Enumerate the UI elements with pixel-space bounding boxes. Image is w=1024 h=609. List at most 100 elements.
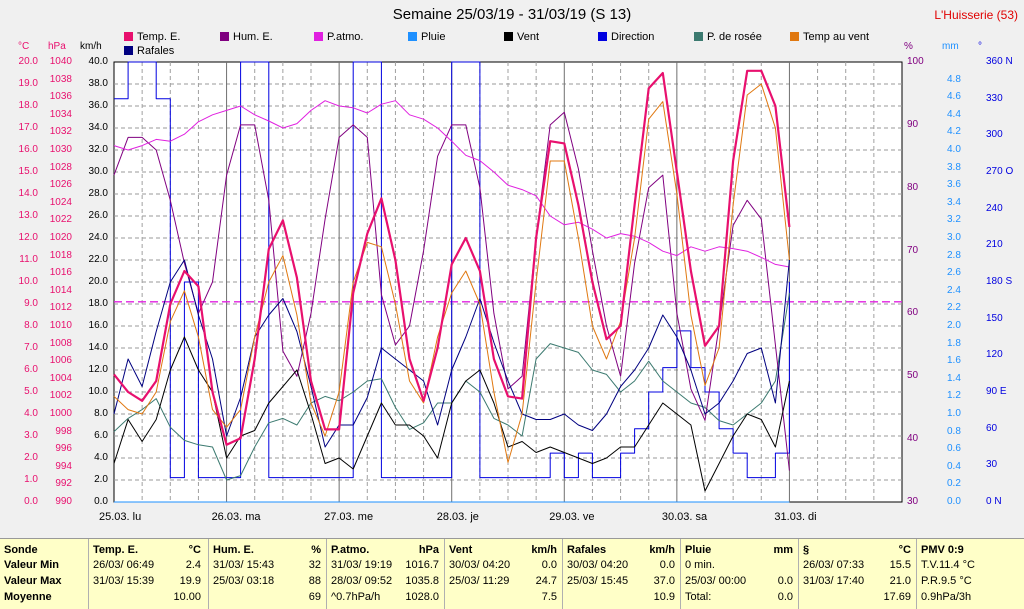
tick-press: 992 xyxy=(55,478,72,490)
tick-dir: 90 E xyxy=(986,386,1007,397)
legend-label: Temp. E. xyxy=(137,31,181,43)
x-day-label: 28.03. je xyxy=(436,511,479,523)
x-day-label: 26.03. ma xyxy=(211,511,261,523)
legend-label: Rafales xyxy=(137,45,175,57)
summary-cell-value: 0.0 xyxy=(659,559,675,571)
summary-col: Temp. E. °C 26/03/ 06:49 2.4 31/03/ 15:39 19.… xyxy=(88,539,207,609)
unit-dir: ° xyxy=(978,41,982,52)
tick-temp: 15.0 xyxy=(18,166,38,177)
tick-temp: 13.0 xyxy=(18,210,38,221)
unit-press: hPa xyxy=(48,41,66,52)
summary-cell-value: 10.00 xyxy=(173,591,201,603)
summary-cell-value: 0.0 xyxy=(777,591,793,603)
tick-press: 1004 xyxy=(49,372,72,384)
tick-temp: 2.0 xyxy=(24,452,38,463)
legend-swatch xyxy=(694,32,703,41)
tick-press: 998 xyxy=(55,425,72,437)
tick-press: 994 xyxy=(55,460,72,472)
tick-wind: 30.0 xyxy=(88,166,108,177)
summary-cell: 69 xyxy=(213,590,321,605)
tick-wind: 4.0 xyxy=(94,452,108,463)
legend-item: Hum. E. xyxy=(220,31,273,43)
summary-cell-value: km/h xyxy=(531,544,557,556)
tick-temp: 0.0 xyxy=(24,496,38,507)
tick-rain: 1.4 xyxy=(947,372,961,384)
tick-wind: 16.0 xyxy=(88,320,108,331)
tick-dir: 120 xyxy=(986,349,1003,361)
summary-cell: Hum. E.% xyxy=(213,543,321,558)
x-day-label: 29.03. ve xyxy=(549,511,595,523)
tick-rain: 2.2 xyxy=(947,302,961,314)
tick-temp: 1.0 xyxy=(24,474,38,485)
summary-cell: 0 min. xyxy=(685,558,793,573)
tick-hum: 70 xyxy=(907,244,919,256)
tick-temp: 17.0 xyxy=(18,122,38,133)
legend-swatch xyxy=(598,32,607,41)
summary-cell-label: 30/03/ 04:20 xyxy=(567,559,629,571)
summary-col: § °C 26/03/ 07:33 15.5 31/03/ 17:40 21.0 17.69 xyxy=(798,539,917,609)
row-label: Moyenne xyxy=(4,591,52,603)
tick-dir: 210 xyxy=(986,239,1003,251)
tick-rain: 0.8 xyxy=(947,425,961,437)
summary-pmv: PMV 0:9 T.V.11.4 °C P.R.9.5 °C 0.9hPa/3h xyxy=(916,539,1024,609)
tick-temp: 9.0 xyxy=(24,298,38,309)
legend-item: P.atmo. xyxy=(314,31,364,43)
tick-rain: 0.0 xyxy=(947,496,961,507)
tick-press: 1022 xyxy=(49,214,72,226)
legend-label: P. de rosée xyxy=(707,31,762,43)
tick-press: 1008 xyxy=(49,337,72,349)
tick-wind: 2.0 xyxy=(94,474,108,485)
tick-temp: 12.0 xyxy=(18,232,38,243)
tick-rain: 2.0 xyxy=(947,320,961,331)
legend-label: Pluie xyxy=(421,31,446,43)
summary-cell-value: 10.9 xyxy=(653,591,675,603)
summary-cell-label: Pluie xyxy=(685,544,712,556)
summary-cell-label: 31/03/ 17:40 xyxy=(803,575,865,587)
tick-hum: 90 xyxy=(907,118,919,130)
summary-cell: 25/03/ 03:18 88 xyxy=(213,574,321,589)
tick-dir: 300 xyxy=(986,129,1003,141)
tick-dir: 60 xyxy=(986,422,998,434)
tick-wind: 36.0 xyxy=(88,100,108,111)
summary-cell-label: P.atmo. xyxy=(331,544,370,556)
summary-cell: Vent km/h xyxy=(449,543,557,558)
tick-wind: 8.0 xyxy=(94,408,108,419)
summary-cell: 10.9 xyxy=(567,590,675,605)
summary-cell-label: 31/03/ 15:43 xyxy=(213,559,275,571)
tick-rain: 3.0 xyxy=(947,232,961,243)
tick-dir: 30 xyxy=(986,459,998,471)
tick-press: 1038 xyxy=(49,73,72,85)
unit-hum: % xyxy=(904,41,913,52)
tick-press: 1014 xyxy=(49,284,72,296)
summary-cell: 17.69 xyxy=(803,590,911,605)
pmv-trend: 0.9hPa/3h xyxy=(921,591,972,603)
summary-cell: 30/03/ 04:20 0.0 xyxy=(449,558,557,573)
summary-cell-value: 15.5 xyxy=(889,559,911,571)
summary-cell: 31/03/ 19:19 1016.7 xyxy=(331,558,439,573)
tick-wind: 10.0 xyxy=(88,386,108,397)
tick-temp: 4.0 xyxy=(24,408,38,419)
legend-swatch xyxy=(790,32,799,41)
x-day-label: 31.03. di xyxy=(774,511,817,523)
tick-press: 1024 xyxy=(49,196,72,208)
series-direction xyxy=(114,61,790,479)
legend-item: Direction xyxy=(598,31,654,43)
tick-dir: 270 O xyxy=(986,166,1014,177)
summary-cell-label: 31/03/ 15:39 xyxy=(93,575,155,587)
tick-temp: 10.0 xyxy=(18,276,38,287)
tick-dir: 240 xyxy=(986,202,1003,214)
tick-rain: 3.4 xyxy=(947,196,961,208)
summary-cell-value: 32 xyxy=(308,559,321,571)
tick-press: 1000 xyxy=(49,408,72,419)
legend-item: P. de rosée xyxy=(694,31,762,43)
legend-label: Vent xyxy=(517,31,540,43)
legend-item: Pluie xyxy=(408,31,445,43)
summary-cell-value: 69 xyxy=(308,591,321,603)
tick-wind: 6.0 xyxy=(94,430,108,441)
tick-temp: 8.0 xyxy=(24,320,38,331)
tick-press: 1036 xyxy=(49,91,72,103)
tick-wind: 32.0 xyxy=(88,144,108,155)
legend-label: Hum. E. xyxy=(233,31,273,43)
series-rafales xyxy=(113,259,790,448)
legend-item: Temp au vent xyxy=(790,31,869,43)
